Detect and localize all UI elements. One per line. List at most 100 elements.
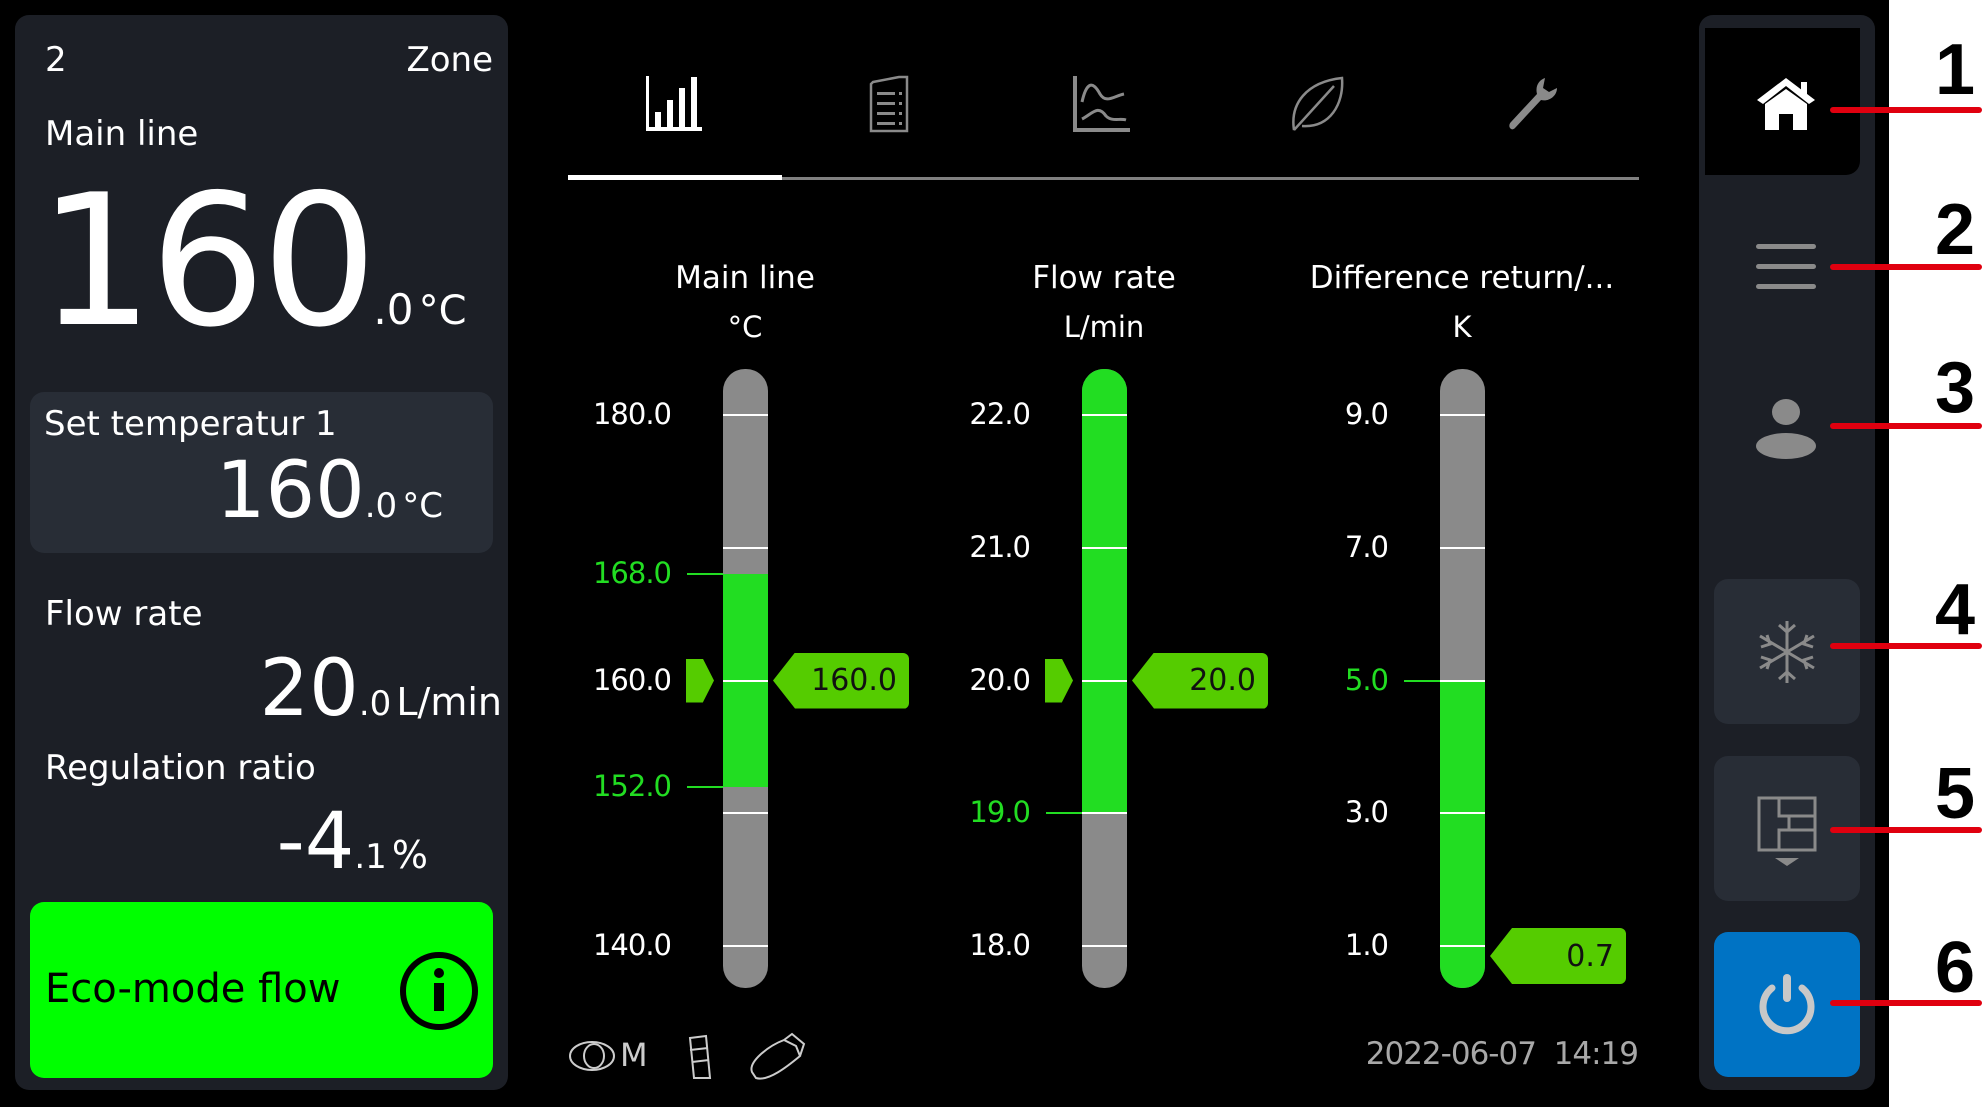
power-icon <box>1759 974 1815 1035</box>
set-temperature-box[interactable]: Set temperatur 1 160.0 °C <box>30 392 493 553</box>
gauge-tick <box>1440 679 1485 682</box>
callout-number-6: 6 <box>1934 928 1976 1008</box>
gauge-tick <box>1440 546 1485 549</box>
gauge-bar <box>1440 369 1485 988</box>
annotation-margin <box>1889 0 1983 1107</box>
tab-leaf-icon[interactable] <box>1286 74 1346 134</box>
gauge-tick <box>1082 414 1127 416</box>
snowflake-icon <box>1759 621 1815 683</box>
gauge-tick <box>1440 945 1485 947</box>
gauge-tick-label: 19.0 <box>969 795 1031 830</box>
regulation-int: -4 <box>276 797 355 887</box>
cooling-button[interactable] <box>1714 579 1860 724</box>
date-time: 2022-06-07 14:19 <box>1365 1036 1639 1072</box>
gauge-tick <box>1082 679 1127 682</box>
callout-line-1 <box>1830 107 1982 113</box>
gauge-tick-label: 152.0 <box>592 768 672 803</box>
mould-layout-icon <box>1757 796 1817 866</box>
eye-m-icon <box>569 1041 615 1071</box>
info-icon[interactable] <box>398 950 480 1032</box>
callout-number-2: 2 <box>1934 190 1976 270</box>
gauge-tick <box>723 812 768 815</box>
gauge-tick <box>1082 546 1127 549</box>
eye-mode-letter: M <box>620 1036 648 1074</box>
gauge-tick-label: 9.0 <box>1344 397 1389 431</box>
cylinder-icon <box>688 1034 712 1079</box>
flow-rate-label: Flow rate <box>45 594 203 634</box>
callout-number-1: 1 <box>1934 30 1976 110</box>
main-line-label: Main line <box>45 114 199 154</box>
setpoint-indicator <box>686 658 714 703</box>
setpoint-indicator <box>1045 658 1073 703</box>
main-line-value-dec: .0 <box>373 285 414 334</box>
tab-line-chart-icon[interactable] <box>1072 74 1132 134</box>
gauge-value-marker: 160.0 <box>773 652 909 709</box>
set-temp-dec: .0 <box>364 486 398 526</box>
home-icon <box>1757 78 1815 130</box>
gauge-tick <box>1082 945 1127 947</box>
menu-icon[interactable] <box>1756 242 1816 292</box>
gauge-tick-label: 5.0 <box>1344 662 1389 697</box>
gauge-limit-line <box>687 573 723 576</box>
gauge-tick-label: 3.0 <box>1344 795 1389 830</box>
regulation-ratio-label: Regulation ratio <box>45 748 316 788</box>
time: 14:19 <box>1553 1036 1639 1072</box>
flow-rate-int: 20 <box>259 644 359 734</box>
callout-number-5: 5 <box>1934 754 1976 834</box>
home-button[interactable] <box>1705 28 1860 175</box>
regulation-ratio-value: -4.1 % <box>277 803 428 881</box>
eco-mode-flow-button[interactable]: Eco-mode flow <box>30 902 493 1078</box>
flow-rate-dec: .0 <box>358 684 392 724</box>
callout-line-5 <box>1830 827 1982 833</box>
set-temperature-label: Set temperatur 1 <box>44 404 337 444</box>
tab-active-indicator <box>568 175 782 180</box>
gauge-tick <box>723 945 768 947</box>
flow-rate-unit: L/min <box>396 680 502 724</box>
main-line-value-int: 160 <box>38 155 377 367</box>
gauge-tick-label: 20.0 <box>969 662 1031 697</box>
gauge-tick <box>1440 812 1485 815</box>
callout-line-4 <box>1830 643 1982 649</box>
gauge-tick-label: 168.0 <box>592 556 672 591</box>
user-icon[interactable] <box>1756 396 1816 462</box>
gauge-unit: °C <box>727 310 763 344</box>
tab-bar-chart-icon[interactable] <box>644 74 704 134</box>
gauge-unit: L/min <box>1063 310 1145 344</box>
gauge-tick-label: 160.0 <box>592 662 672 697</box>
callout-line-2 <box>1830 264 1982 270</box>
date: 2022-06-07 <box>1365 1036 1537 1072</box>
zone-label: Zone <box>406 40 493 80</box>
gauge-limit-line <box>1046 812 1082 815</box>
gauge-in-range-fill <box>1440 680 1485 988</box>
gauge-in-range-fill <box>1082 369 1127 814</box>
gauge-tick-label: 22.0 <box>969 397 1031 431</box>
gauge-tick <box>1082 812 1127 815</box>
regulation-unit: % <box>391 833 428 877</box>
eco-mode-label: Eco-mode flow <box>45 966 341 1012</box>
gauge-value-marker: 0.7 <box>1490 928 1626 984</box>
gauge-tick-label: 7.0 <box>1344 529 1389 564</box>
set-temp-int: 160 <box>215 446 365 536</box>
main-line-value: 160.0 °C <box>38 170 467 352</box>
set-temp-unit: °C <box>402 486 443 526</box>
gauge-tick <box>723 414 768 416</box>
tab-divider <box>568 177 1639 180</box>
flow-rate-value: 20.0 L/min <box>260 650 502 728</box>
gauge-tick-label: 140.0 <box>592 928 672 962</box>
regulation-dec: .1 <box>354 837 387 877</box>
gauge-tick <box>723 546 768 549</box>
gauge-title: Main line <box>675 260 815 296</box>
gauge-tick-label: 1.0 <box>1344 928 1389 962</box>
callout-line-3 <box>1830 423 1982 429</box>
gauge-bar <box>1082 369 1127 988</box>
gauge-tick <box>723 679 768 682</box>
tab-document-list-icon[interactable] <box>859 74 919 134</box>
tab-wrench-icon[interactable] <box>1501 74 1561 134</box>
gauge-value-marker: 20.0 <box>1132 652 1268 709</box>
gauge-unit: K <box>1452 310 1472 344</box>
gauge-tick-label: 18.0 <box>969 928 1031 962</box>
gauge-tick-label: 180.0 <box>592 397 672 431</box>
callout-number-3: 3 <box>1934 348 1976 428</box>
callout-line-6 <box>1830 1000 1982 1006</box>
sidebar <box>1699 15 1875 1090</box>
